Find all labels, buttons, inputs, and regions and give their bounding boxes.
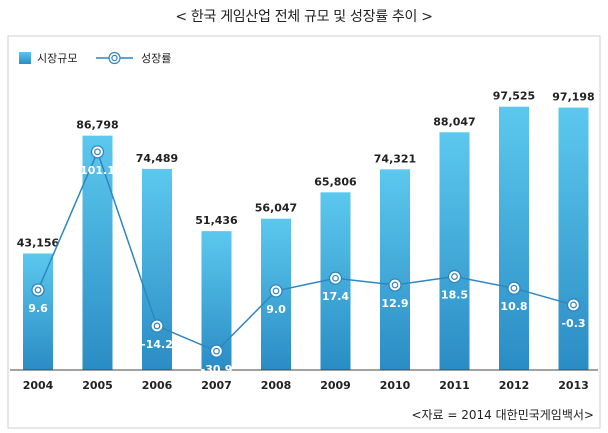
x-tick-2010: 2010 [380, 379, 411, 392]
bar-value-2012: 97,525 [493, 90, 535, 103]
growth-value-2009: 17.4 [322, 290, 349, 303]
chart-frame [7, 35, 601, 429]
x-tick-2012: 2012 [499, 379, 530, 392]
bar-value-2008: 56,047 [255, 202, 297, 215]
bar-value-2013: 97,198 [552, 91, 594, 104]
bar-value-2007: 51,436 [195, 214, 238, 227]
growth-marker-inner-2008 [272, 287, 280, 295]
growth-value-2008: 9.0 [266, 303, 286, 316]
growth-marker-inner-2012 [510, 284, 518, 292]
bar-value-2004: 43,156 [17, 236, 60, 249]
bar-value-2010: 74,321 [374, 152, 416, 165]
chart-title: < 한국 게임산업 전체 규모 및 성장률 추이 > [175, 9, 433, 25]
bar-2010 [380, 169, 410, 370]
bar-value-2006: 74,489 [136, 152, 178, 165]
growth-value-2010: 12.9 [381, 297, 408, 310]
growth-value-2004: 9.6 [28, 302, 48, 315]
growth-value-2013: -0.3 [561, 317, 585, 330]
growth-value-2005: 101.1 [80, 164, 115, 177]
bar-2004 [23, 253, 53, 370]
bar-value-2005: 86,798 [76, 119, 118, 132]
growth-marker-inner-2004 [34, 286, 42, 294]
growth-value-2011: 18.5 [441, 289, 468, 302]
growth-marker-inner-2009 [332, 274, 339, 282]
x-tick-2011: 2011 [439, 379, 470, 392]
x-tick-2004: 2004 [23, 379, 54, 392]
x-tick-2005: 2005 [82, 379, 113, 392]
growth-line [37, 149, 574, 353]
bar-2012 [499, 106, 529, 371]
legend-bar-label: 시장규모 [37, 52, 77, 65]
bar-2011 [439, 132, 470, 370]
bar-2006 [142, 168, 172, 370]
growth-marker-inner-2011 [451, 273, 458, 280]
legend-bar-swatch [19, 52, 31, 64]
bar-2013 [558, 107, 589, 370]
growth-value-2006: -14.2 [141, 338, 173, 351]
legend-line-label: 성장률 [141, 52, 171, 65]
growth-marker-inner-2010 [391, 281, 399, 289]
growth-marker-inner-2005 [94, 148, 101, 156]
x-tick-2009: 2009 [320, 379, 351, 392]
x-tick-2008: 2008 [261, 379, 292, 392]
x-tick-2006: 2006 [142, 379, 173, 392]
legend-marker-inner [111, 54, 118, 62]
growth-marker-inner-2006 [153, 322, 161, 330]
growth-value-2012: 10.8 [500, 300, 527, 313]
growth-value-2007: -30.9 [201, 363, 233, 376]
growth-marker-inner-2007 [213, 347, 220, 355]
growth-marker-inner-2013 [570, 301, 577, 309]
x-tick-2007: 2007 [201, 379, 232, 392]
bar-value-2009: 65,806 [314, 175, 357, 188]
bar-value-2011: 88,047 [433, 115, 475, 128]
x-tick-2013: 2013 [558, 379, 589, 392]
source-note: <자료 = 2014 대한민국게임백서> [411, 408, 594, 422]
